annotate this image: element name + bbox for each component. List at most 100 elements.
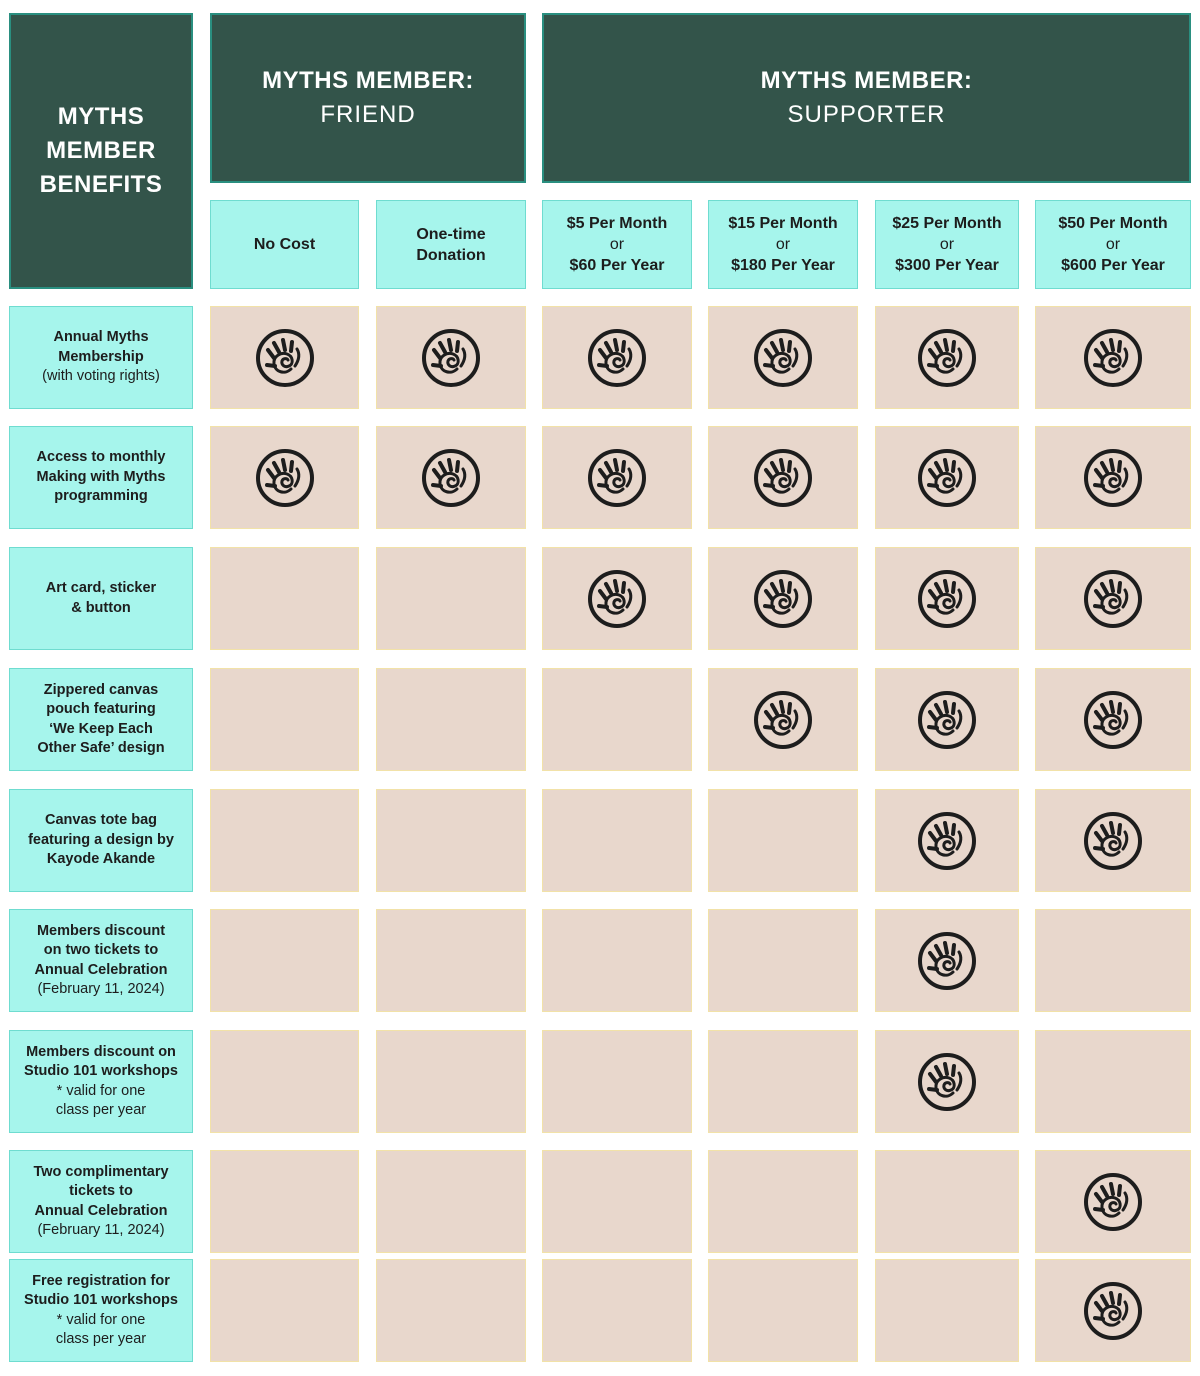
benefit-cell bbox=[708, 909, 858, 1012]
benefit-line: Art card, sticker bbox=[45, 580, 157, 596]
tier-line: No Cost bbox=[253, 236, 316, 253]
tier-line: $5 Per Month bbox=[566, 215, 668, 232]
benefit-line: Membership bbox=[58, 348, 144, 365]
spiral-hand-icon bbox=[917, 931, 977, 991]
spiral-hand-icon bbox=[917, 448, 977, 508]
spiral-hand-icon bbox=[587, 569, 647, 629]
benefit-line: Access to monthly bbox=[36, 449, 166, 466]
benefit-cell bbox=[542, 909, 692, 1012]
benefit-line: ‘We Keep Each bbox=[49, 720, 153, 737]
benefit-label: Free registration for Studio 101 workshop… bbox=[9, 1259, 193, 1362]
benefit-line: Zippered canvas bbox=[43, 681, 159, 698]
tier-header: One-time Donation bbox=[376, 200, 526, 289]
spiral-hand-icon bbox=[1083, 1281, 1143, 1341]
benefit-label: Canvas tote bag featuring a design by Kayo… bbox=[9, 789, 193, 892]
benefit-cell bbox=[875, 306, 1019, 409]
benefit-line: pouch featuring bbox=[46, 701, 156, 717]
spiral-hand-icon bbox=[753, 569, 813, 629]
benefit-cell bbox=[542, 1030, 692, 1133]
benefit-cell bbox=[708, 306, 858, 409]
benefit-cell bbox=[542, 789, 692, 892]
benefit-cell bbox=[210, 547, 359, 650]
benefit-cell bbox=[1035, 1150, 1191, 1253]
benefit-line: on two tickets to bbox=[43, 942, 159, 958]
benefit-cell bbox=[708, 668, 858, 771]
group-header-friend: MYTHS MEMBER: FRIEND bbox=[210, 13, 526, 183]
spiral-hand-icon bbox=[753, 690, 813, 750]
spiral-hand-icon bbox=[753, 328, 813, 388]
benefit-cell bbox=[1035, 909, 1191, 1012]
tier-header: $15 Per Month or $180 Per Year bbox=[708, 200, 858, 289]
spiral-hand-icon bbox=[255, 448, 315, 508]
benefit-line: tickets to bbox=[69, 1183, 133, 1199]
benefit-label: Members discount on Studio 101 workshops *… bbox=[9, 1030, 193, 1133]
spiral-hand-icon bbox=[587, 448, 647, 508]
tier-line: $600 Per Year bbox=[1061, 257, 1165, 274]
benefit-cell bbox=[708, 789, 858, 892]
spiral-hand-icon bbox=[1083, 569, 1143, 629]
benefit-line: Members discount bbox=[36, 922, 166, 939]
benefit-note: * valid for one bbox=[56, 1082, 146, 1099]
tier-line: Donation bbox=[416, 246, 486, 264]
benefit-line: Studio 101 workshops bbox=[24, 1292, 178, 1308]
benefit-cell bbox=[210, 1030, 359, 1133]
benefit-cell bbox=[542, 426, 692, 529]
benefit-label: Art card, sticker & button bbox=[9, 547, 193, 650]
spiral-hand-icon bbox=[1083, 328, 1143, 388]
tier-line: $50 Per Month bbox=[1058, 215, 1168, 232]
tier-header: $25 Per Month or $300 Per Year bbox=[875, 200, 1019, 289]
spiral-hand-icon bbox=[917, 690, 977, 750]
benefit-cell bbox=[875, 909, 1019, 1012]
tier-line: $180 Per Year bbox=[731, 257, 835, 274]
benefit-cell bbox=[376, 547, 526, 650]
benefit-line: Making with Myths bbox=[36, 468, 166, 485]
benefit-cell bbox=[875, 668, 1019, 771]
benefit-label: Zippered canvas pouch featuring ‘We Keep E… bbox=[9, 668, 193, 771]
spiral-hand-icon bbox=[753, 448, 813, 508]
group-subtitle: SUPPORTER bbox=[787, 101, 946, 128]
benefit-cell bbox=[542, 1259, 692, 1362]
benefit-cell bbox=[1035, 1259, 1191, 1362]
benefit-label: Two complimentary tickets to Annual Celebr… bbox=[9, 1150, 193, 1253]
benefit-cell bbox=[376, 909, 526, 1012]
benefit-cell bbox=[1035, 306, 1191, 409]
benefit-cell bbox=[376, 789, 526, 892]
benefit-cell bbox=[210, 1259, 359, 1362]
group-title: MYTHS MEMBER: bbox=[262, 67, 474, 94]
benefit-cell bbox=[875, 547, 1019, 650]
benefit-cell bbox=[210, 668, 359, 771]
tier-or: or bbox=[939, 236, 955, 253]
benefit-cell bbox=[210, 789, 359, 892]
spiral-hand-icon bbox=[587, 328, 647, 388]
spiral-hand-icon bbox=[421, 448, 481, 508]
benefit-cell bbox=[875, 426, 1019, 529]
benefit-note: * valid for one bbox=[56, 1311, 146, 1328]
tier-or: or bbox=[609, 236, 625, 253]
benefit-note: (February 11, 2024) bbox=[37, 981, 165, 997]
benefit-cell bbox=[376, 1030, 526, 1133]
tier-line: $15 Per Month bbox=[728, 215, 838, 232]
corner-line: MYTHS bbox=[57, 103, 145, 130]
benefit-cell bbox=[708, 1259, 858, 1362]
benefit-cell bbox=[1035, 426, 1191, 529]
corner-line: BENEFITS bbox=[39, 171, 163, 198]
benefit-cell bbox=[708, 426, 858, 529]
benefit-note: (February 11, 2024) bbox=[37, 1222, 165, 1238]
spiral-hand-icon bbox=[917, 811, 977, 871]
benefit-cell bbox=[542, 668, 692, 771]
benefit-line: Kayode Akande bbox=[46, 851, 156, 868]
benefit-cell bbox=[542, 547, 692, 650]
corner-line: MEMBER bbox=[46, 137, 156, 164]
benefit-line: Annual Celebration bbox=[34, 1202, 168, 1219]
spiral-hand-icon bbox=[917, 328, 977, 388]
group-subtitle: FRIEND bbox=[320, 101, 416, 128]
benefit-cell bbox=[210, 306, 359, 409]
benefit-line: Members discount on bbox=[26, 1043, 176, 1060]
benefit-cell bbox=[542, 1150, 692, 1253]
benefit-cell bbox=[875, 1030, 1019, 1133]
benefit-line: & button bbox=[71, 599, 131, 616]
tier-or: or bbox=[775, 236, 791, 253]
benefit-line: Two complimentary bbox=[33, 1163, 169, 1180]
benefit-cell bbox=[376, 668, 526, 771]
benefit-label: Members discount on two tickets to Annual … bbox=[9, 909, 193, 1012]
